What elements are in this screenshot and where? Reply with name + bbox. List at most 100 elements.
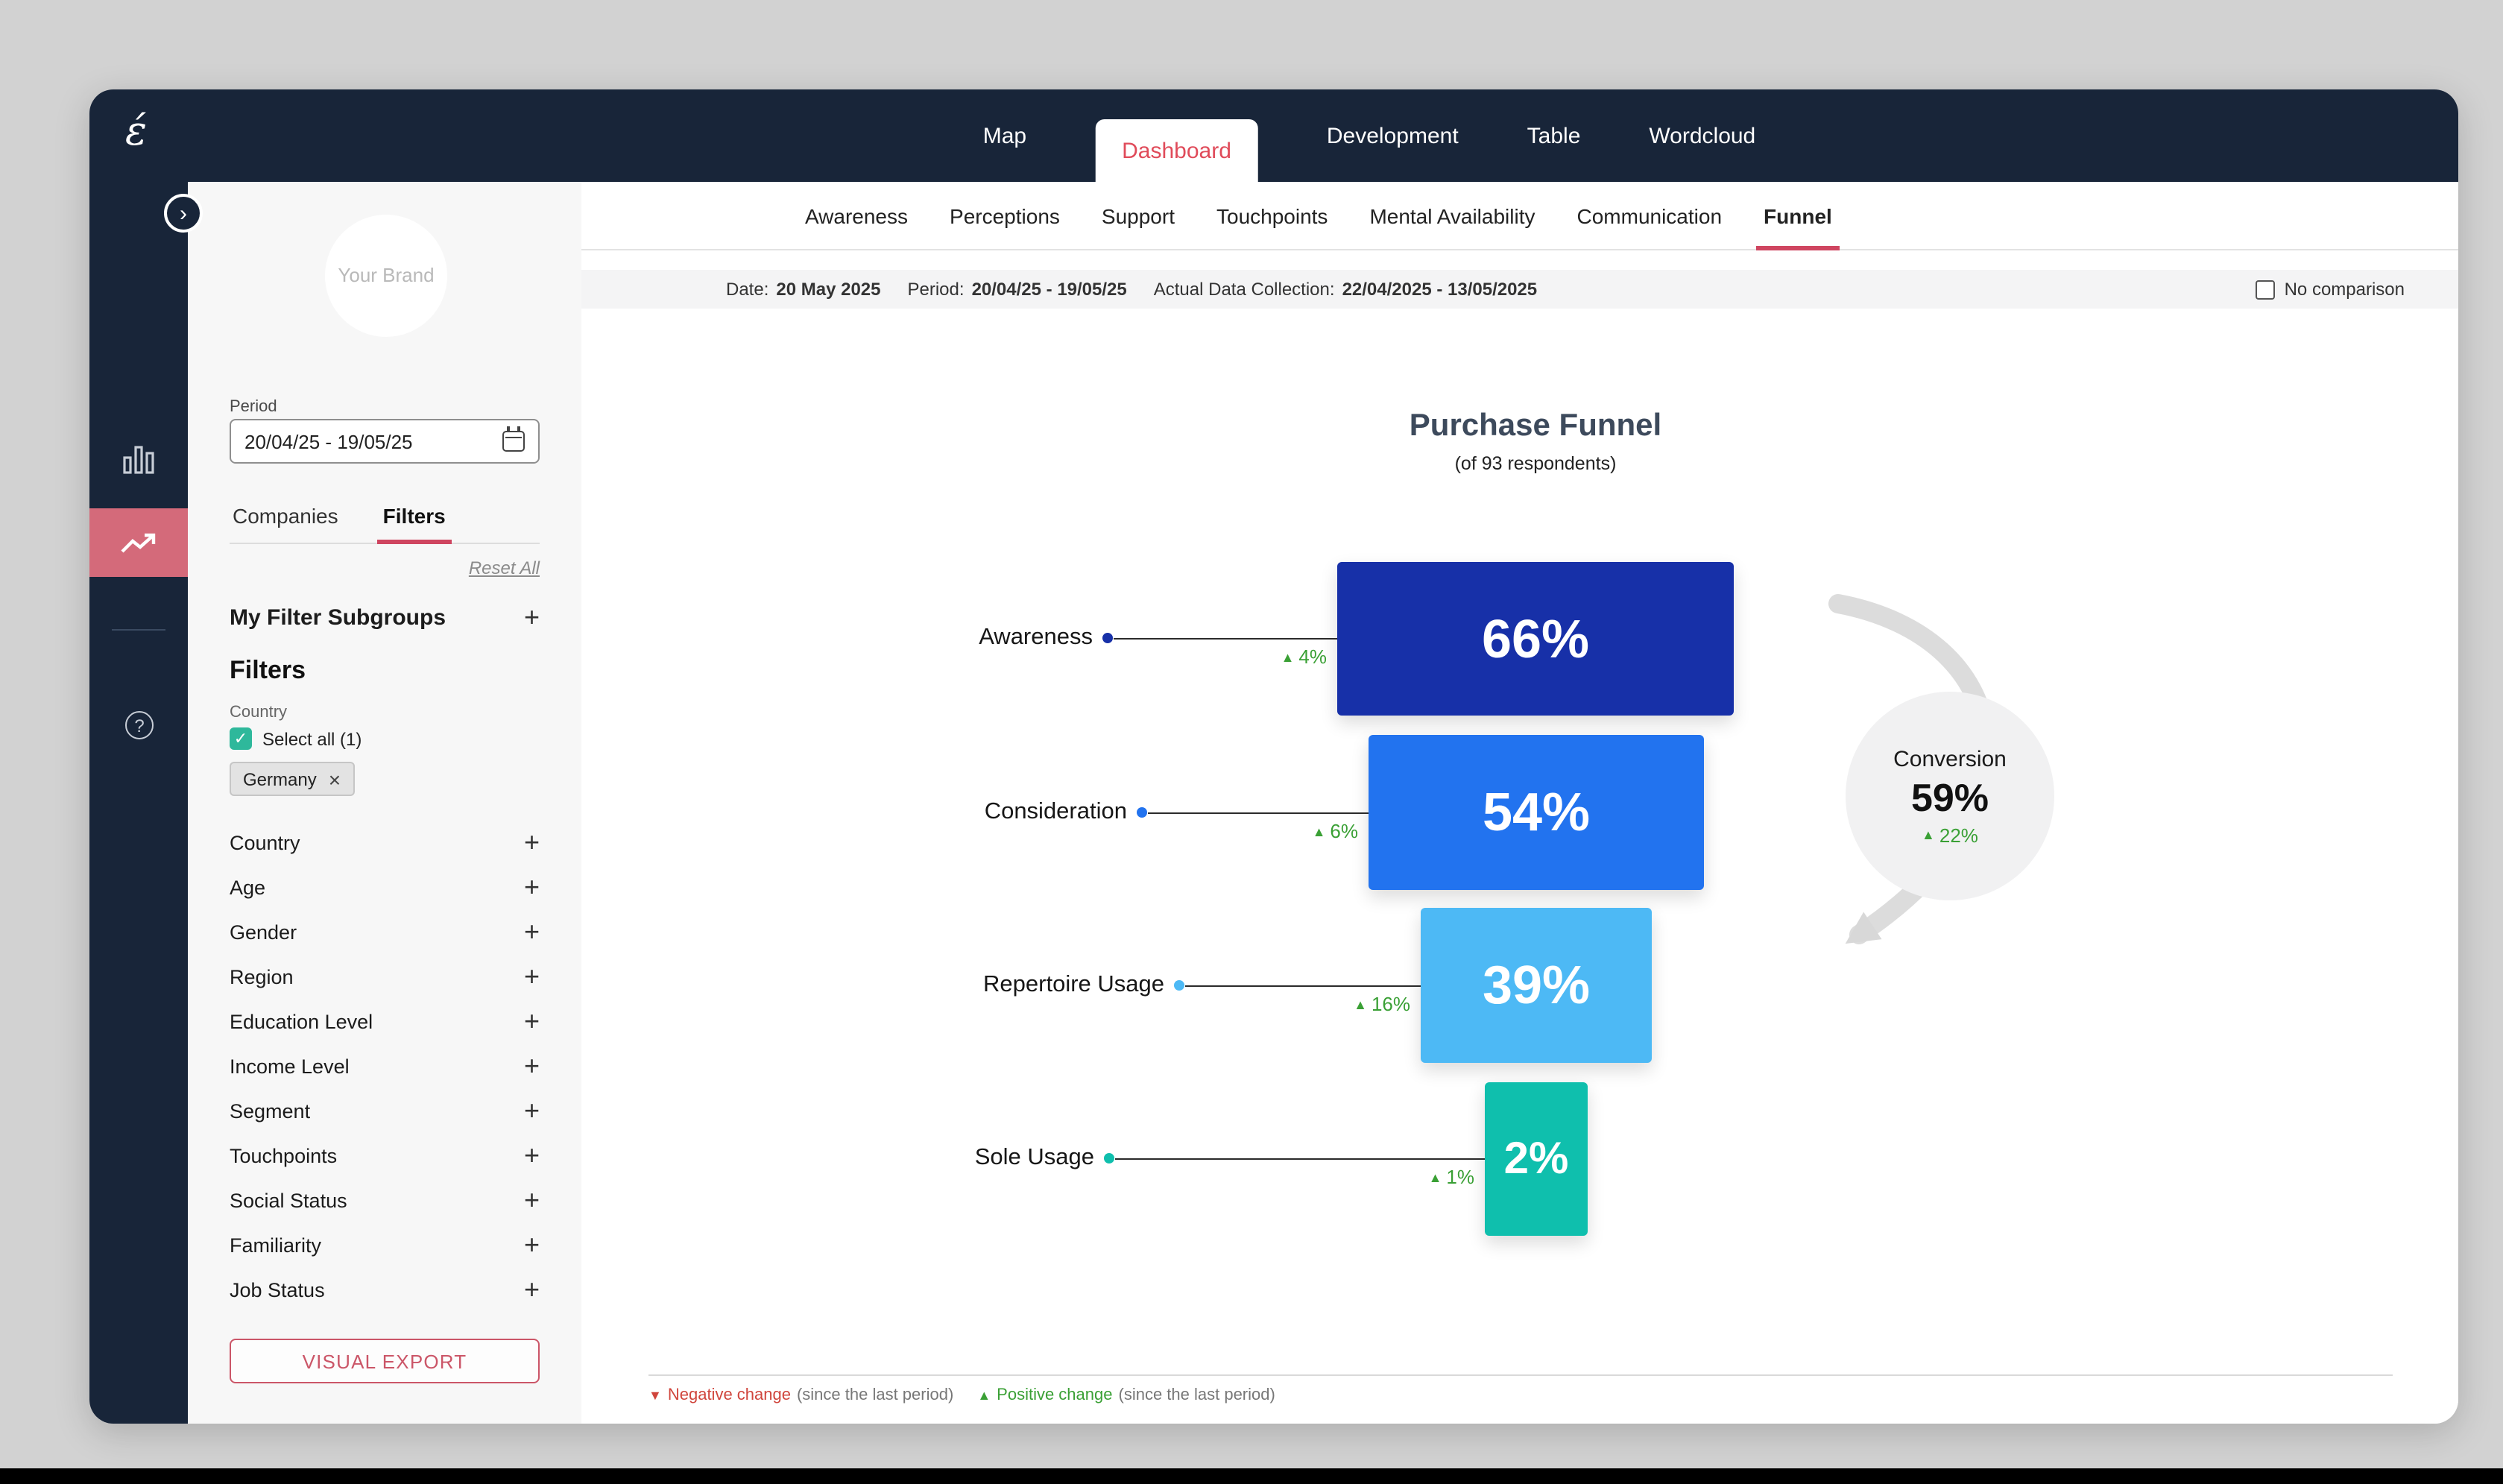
filter-row-label: Education Level xyxy=(230,1010,373,1032)
funnel-bar-sole-usage: 2% xyxy=(1485,1082,1588,1236)
legend-negative-suffix: (since the last period) xyxy=(796,1386,954,1404)
stage-label-sole-usage: Sole Usage xyxy=(974,1145,1094,1170)
expand-plus-icon[interactable]: + xyxy=(523,1051,540,1081)
conversion-label: Conversion xyxy=(1893,746,2007,771)
stage-change: ▲ 6% xyxy=(1313,820,1358,842)
leader-line xyxy=(1148,812,1369,814)
expand-plus-icon[interactable]: + xyxy=(523,917,540,947)
stage-label-awareness: Awareness xyxy=(979,625,1093,650)
filter-row-country[interactable]: Country + xyxy=(230,820,540,865)
filter-row-segment[interactable]: Segment + xyxy=(230,1088,540,1133)
tab-companies[interactable]: Companies xyxy=(233,504,338,528)
collection-info: Actual Data Collection: 22/04/2025 - 13/… xyxy=(1154,279,1537,300)
chart-title: Purchase Funnel xyxy=(1409,408,1662,443)
expand-plus-icon[interactable]: + xyxy=(523,1275,540,1304)
change-value: 22% xyxy=(1939,824,1978,846)
icon-rail: ? ⋮ xyxy=(89,182,188,1424)
subtab-support[interactable]: Support xyxy=(1101,204,1175,228)
filter-row-region[interactable]: Region + xyxy=(230,954,540,999)
visual-export-button[interactable]: VISUAL EXPORT xyxy=(230,1339,540,1383)
subtab-touchpoints[interactable]: Touchpoints xyxy=(1216,204,1328,228)
filter-row-job-status[interactable]: Job Status + xyxy=(230,1267,540,1312)
filter-row-label: Country xyxy=(230,831,300,853)
nav-tab-table[interactable]: Table xyxy=(1527,123,1581,148)
date-label: Date: xyxy=(726,279,769,300)
your-brand-avatar[interactable]: Your Brand xyxy=(325,215,447,337)
check-icon: ✓ xyxy=(233,730,248,748)
expand-plus-icon[interactable]: + xyxy=(523,1230,540,1260)
subtab-awareness[interactable]: Awareness xyxy=(805,204,909,228)
filter-chip-germany[interactable]: Germany × xyxy=(230,762,355,796)
expand-plus-icon[interactable]: + xyxy=(523,1006,540,1036)
nav-tab-map[interactable]: Map xyxy=(982,123,1027,148)
expand-plus-icon[interactable]: + xyxy=(523,1185,540,1215)
legend-positive-label: Positive change xyxy=(997,1386,1113,1404)
filter-row-gender[interactable]: Gender + xyxy=(230,909,540,954)
filters-heading: Filters xyxy=(230,656,306,684)
filter-row-age[interactable]: Age + xyxy=(230,865,540,909)
filter-row-income-level[interactable]: Income Level + xyxy=(230,1043,540,1088)
nav-tab-wordcloud[interactable]: Wordcloud xyxy=(1649,123,1756,148)
select-all-label: Select all (1) xyxy=(262,728,362,749)
filter-row-label: Income Level xyxy=(230,1055,350,1077)
filter-row-label: Social Status xyxy=(230,1189,347,1211)
expand-plus-icon[interactable]: + xyxy=(523,962,540,991)
subtab-mental-availability[interactable]: Mental Availability xyxy=(1369,204,1535,228)
conversion-change: ▲ 22% xyxy=(1922,824,1978,846)
date-value: 20 May 2025 xyxy=(776,279,881,300)
change-value: 16% xyxy=(1371,993,1410,1015)
brand-logo-icon[interactable]: έ xyxy=(125,109,147,155)
nav-tab-dashboard[interactable]: Dashboard xyxy=(1095,119,1258,182)
filter-row-social-status[interactable]: Social Status + xyxy=(230,1178,540,1222)
filter-row-education-level[interactable]: Education Level + xyxy=(230,999,540,1043)
filter-row-label: Touchpoints xyxy=(230,1144,338,1166)
panel-collapse-button[interactable]: › xyxy=(164,194,203,233)
stage-label-repertoire-usage: Repertoire Usage xyxy=(983,972,1164,997)
legend-positive: ▲ Positive change (since the last period… xyxy=(977,1386,1275,1404)
close-icon[interactable]: × xyxy=(328,767,341,791)
up-triangle-icon: ▲ xyxy=(1922,827,1935,842)
chevron-right-icon: › xyxy=(180,201,187,226)
up-triangle-icon: ▲ xyxy=(977,1388,991,1403)
up-triangle-icon: ▲ xyxy=(1428,1169,1442,1184)
no-comparison-label: No comparison xyxy=(2284,279,2405,300)
change-value: 1% xyxy=(1446,1166,1474,1188)
subtab-funnel[interactable]: Funnel xyxy=(1756,182,1840,250)
period-info: Period: 20/04/25 - 19/05/25 xyxy=(908,279,1127,300)
expand-plus-icon[interactable]: + xyxy=(523,1140,540,1170)
trend-line-icon[interactable] xyxy=(89,508,188,577)
leader-line xyxy=(1185,985,1421,987)
stage-dot xyxy=(1104,1153,1114,1163)
select-all-row: ✓ Select all (1) xyxy=(230,727,362,750)
collection-value: 22/04/2025 - 13/05/2025 xyxy=(1342,279,1538,300)
stage-dot xyxy=(1137,807,1147,818)
dashboard-subtabs: Awareness Perceptions Support Touchpoint… xyxy=(581,182,2458,250)
filter-list: Country + Age + Gender + Region + Education … xyxy=(230,820,540,1312)
period-input[interactable]: 20/04/25 - 19/05/25 xyxy=(230,419,540,464)
funnel-bar-repertoire-usage: 39% xyxy=(1421,908,1652,1063)
chart-subtitle: (of 93 respondents) xyxy=(1454,453,1617,474)
subtab-communication[interactable]: Communication xyxy=(1576,204,1723,228)
main-content: Awareness Perceptions Support Touchpoint… xyxy=(581,182,2458,1424)
add-subgroup-icon[interactable]: + xyxy=(523,602,540,632)
no-comparison-checkbox[interactable] xyxy=(2256,280,2276,299)
conversion-bubble: Conversion 59% ▲ 22% xyxy=(1846,692,2054,900)
up-triangle-icon: ▲ xyxy=(1354,997,1367,1011)
expand-plus-icon[interactable]: + xyxy=(523,1096,540,1125)
expand-plus-icon[interactable]: + xyxy=(523,827,540,857)
subtab-perceptions[interactable]: Perceptions xyxy=(950,204,1060,228)
down-triangle-icon: ▼ xyxy=(648,1388,662,1403)
help-icon[interactable]: ? xyxy=(125,711,154,739)
period-label: Period: xyxy=(907,279,965,300)
funnel-bar-consideration: 54% xyxy=(1369,735,1704,890)
bar-chart-icon[interactable] xyxy=(89,444,188,476)
filter-row-label: Age xyxy=(230,876,266,898)
filter-row-familiarity[interactable]: Familiarity + xyxy=(230,1222,540,1267)
leader-line xyxy=(1114,638,1337,640)
nav-tab-development[interactable]: Development xyxy=(1326,123,1459,148)
select-all-checkbox[interactable]: ✓ xyxy=(230,727,252,750)
filter-row-touchpoints[interactable]: Touchpoints + xyxy=(230,1133,540,1178)
reset-all-link[interactable]: Reset All xyxy=(468,558,540,578)
tab-filters[interactable]: Filters xyxy=(376,498,452,544)
expand-plus-icon[interactable]: + xyxy=(523,872,540,902)
